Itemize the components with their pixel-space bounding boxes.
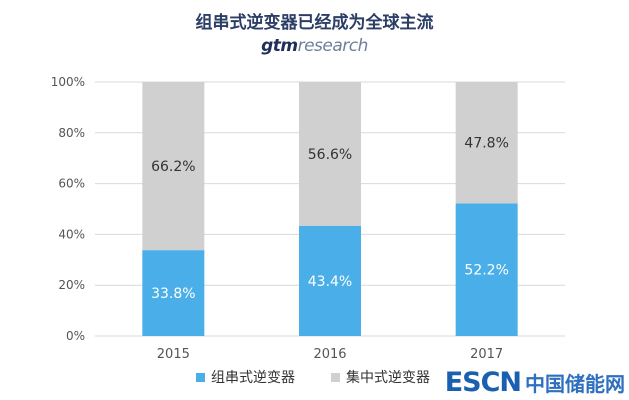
x-tick-label: 2015	[157, 347, 190, 362]
y-tick-label: 100%	[51, 75, 85, 89]
data-label: 33.8%	[151, 286, 195, 302]
legend-item-series1: 组串式逆变器	[196, 367, 295, 387]
bar-segment	[142, 250, 205, 336]
data-label: 56.6%	[308, 147, 352, 163]
y-tick-label: 80%	[58, 126, 85, 140]
bar-segment	[455, 82, 518, 204]
brand-logo: gtmresearch	[0, 36, 629, 56]
bar-segment	[299, 225, 361, 336]
x-tick-label: 2017	[470, 347, 503, 362]
data-label: 52.2%	[464, 263, 508, 279]
bar-segment	[455, 203, 518, 336]
legend-label-series1: 组串式逆变器	[211, 370, 295, 386]
bar-segment	[299, 82, 361, 226]
legend-swatch-series1	[196, 372, 205, 382]
chart-title: 组串式逆变器已经成为全球主流	[195, 13, 434, 33]
legend-label-series2: 集中式逆变器	[346, 370, 430, 386]
legend-swatch-series2	[331, 372, 340, 382]
bar-segment	[142, 82, 205, 251]
data-label: 47.8%	[464, 136, 508, 152]
y-tick-label: 0%	[66, 329, 85, 343]
legend-item-series2: 集中式逆变器	[331, 367, 430, 387]
data-label: 66.2%	[151, 159, 195, 175]
brand-logo-part1: gtm	[261, 36, 298, 56]
watermark-logo: ESCN 中国储能网	[445, 367, 625, 398]
x-tick-label: 2016	[313, 347, 346, 362]
chart-legend: 组串式逆变器 集中式逆变器	[196, 367, 466, 387]
y-tick-label: 60%	[58, 177, 85, 191]
data-label: 43.4%	[308, 274, 352, 290]
watermark-latin: ESCN	[444, 367, 522, 398]
y-tick-label: 40%	[58, 227, 85, 241]
watermark-cn: 中国储能网	[525, 372, 625, 396]
y-tick-label: 20%	[58, 278, 85, 292]
brand-logo-part2: research	[297, 36, 369, 56]
